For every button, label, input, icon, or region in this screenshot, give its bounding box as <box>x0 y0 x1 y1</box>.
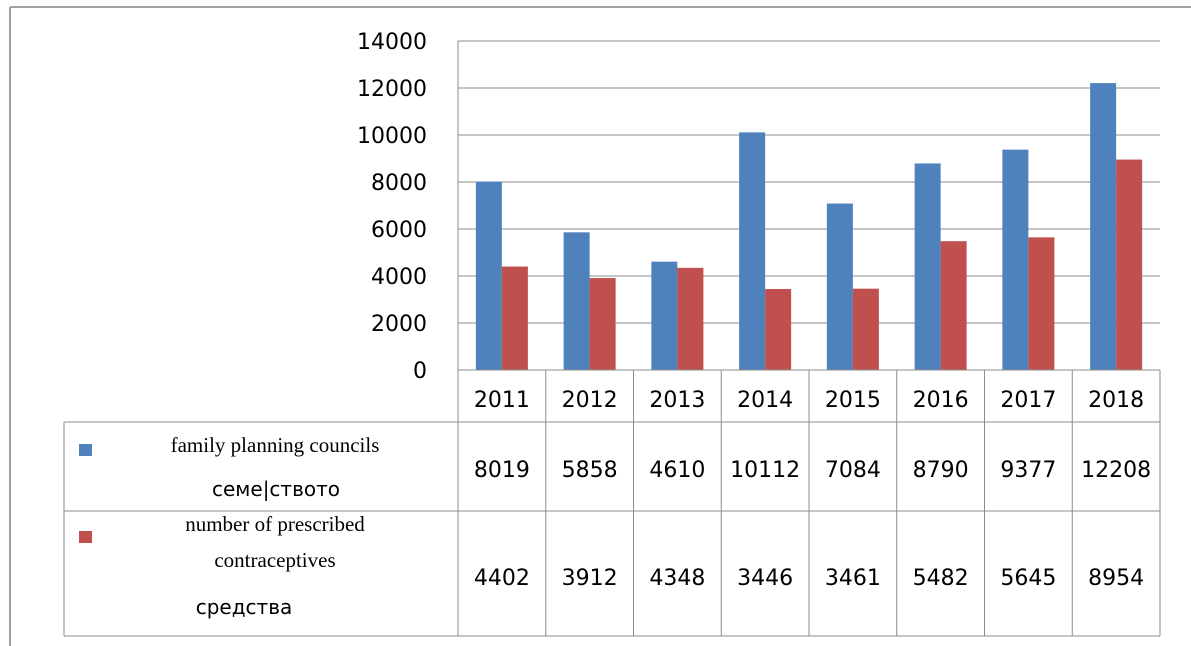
overlay-text-1: семе|ството <box>212 477 340 501</box>
y-tick-label: 4000 <box>371 265 427 290</box>
legend-key-family-planning <box>79 444 92 456</box>
table-value-family-planning: 9377 <box>1000 458 1056 483</box>
data-table-grid <box>63 369 1161 637</box>
y-tick-label: 8000 <box>371 171 427 196</box>
x-category-label: 2018 <box>1088 388 1144 413</box>
table-value-family-planning: 4610 <box>649 458 705 483</box>
table-value-family-planning: 8019 <box>474 458 530 483</box>
bar-family-planning-2011 <box>475 181 502 370</box>
table-value-family-planning: 12208 <box>1081 458 1151 483</box>
y-tick-label: 0 <box>413 359 427 384</box>
x-category-label: 2016 <box>913 388 969 413</box>
table-value-family-planning: 7084 <box>825 458 881 483</box>
table-value-contraceptives: 3912 <box>562 566 618 591</box>
bar-family-planning-2013 <box>651 261 678 370</box>
bar-contraceptives-2012 <box>589 278 616 370</box>
legend-key-contraceptives <box>79 531 92 543</box>
x-axis-categories: 2011 2012 2013 2014 2015 2016 2017 2018 <box>474 388 1144 413</box>
x-category-label: 2014 <box>737 388 793 413</box>
x-category-label: 2015 <box>825 388 881 413</box>
table-value-contraceptives: 5645 <box>1000 566 1056 591</box>
data-table-values: 8019 5858 4610 10112 7084 8790 9377 12208 4402 39… <box>474 458 1151 591</box>
gridlines <box>457 40 1160 370</box>
bar-family-planning-2012 <box>563 232 590 370</box>
y-tick-label: 6000 <box>371 218 427 243</box>
y-axis-ticks: 0 2000 4000 6000 8000 10000 12000 14000 <box>357 30 427 384</box>
legend-label-contraceptives-line2: contraceptives <box>214 548 335 572</box>
bar-family-planning-2015 <box>826 203 853 370</box>
y-tick-label: 12000 <box>357 77 427 102</box>
legend: family planning councils семе|ството num… <box>79 433 379 619</box>
x-category-label: 2017 <box>1000 388 1056 413</box>
y-tick-label: 14000 <box>357 30 427 55</box>
legend-label-contraceptives-line1: number of prescribed <box>185 512 365 536</box>
table-value-contraceptives: 8954 <box>1088 566 1144 591</box>
bar-contraceptives-2016 <box>940 241 967 370</box>
bar-family-planning-2014 <box>739 132 766 370</box>
table-value-contraceptives: 4348 <box>649 566 705 591</box>
y-tick-label: 2000 <box>371 312 427 337</box>
bar-contraceptives-2014 <box>765 289 792 370</box>
bar-contraceptives-2011 <box>501 266 528 370</box>
x-category-label: 2012 <box>562 388 618 413</box>
legend-label-family-planning: family planning councils <box>171 433 380 457</box>
bar-family-planning-2017 <box>1002 149 1029 370</box>
table-value-contraceptives: 3446 <box>737 566 793 591</box>
overlay-text-2: средства <box>196 595 293 619</box>
bar-family-planning-2016 <box>914 163 941 370</box>
table-value-contraceptives: 5482 <box>913 566 969 591</box>
x-category-label: 2011 <box>474 388 530 413</box>
bar-family-planning-2018 <box>1090 83 1117 370</box>
bar-contraceptives-2017 <box>1028 237 1055 370</box>
table-value-family-planning: 10112 <box>730 458 800 483</box>
table-value-family-planning: 8790 <box>913 458 969 483</box>
y-tick-label: 10000 <box>357 124 427 149</box>
bar-contraceptives-2013 <box>677 267 704 370</box>
table-value-contraceptives: 4402 <box>474 566 530 591</box>
table-value-family-planning: 5858 <box>562 458 618 483</box>
table-value-contraceptives: 3461 <box>825 566 881 591</box>
bars <box>475 83 1143 370</box>
x-category-label: 2013 <box>649 388 705 413</box>
bar-contraceptives-2018 <box>1116 159 1143 370</box>
bar-contraceptives-2015 <box>852 288 879 370</box>
